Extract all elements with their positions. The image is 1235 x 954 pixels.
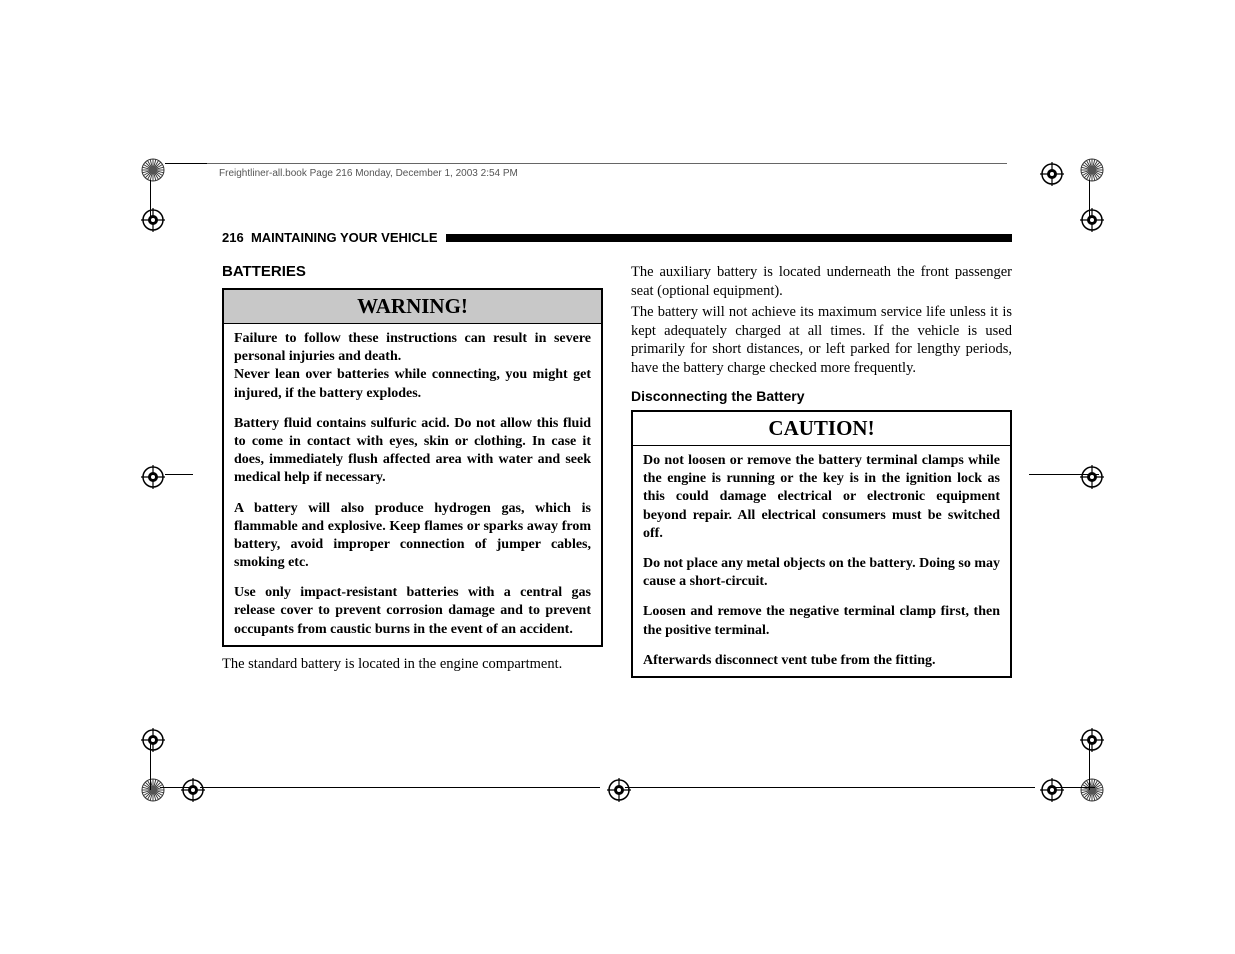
warning-para: A battery will also produce hydrogen gas… [234,500,591,573]
sunburst-mark [141,778,165,802]
caution-para: Loosen and remove the negative terminal … [643,603,1000,639]
sunburst-mark [1080,778,1104,802]
page-content: 216 MAINTAINING YOUR VEHICLE BATTERIES W… [222,230,1012,686]
warning-body: Failure to follow these instructions can… [224,324,601,645]
body-text: The standard battery is located in the e… [222,655,603,674]
sunburst-mark [141,158,165,182]
caution-para: Afterwards disconnect vent tube from the… [643,652,1000,670]
target-mark [181,778,205,802]
crop-line [200,787,600,788]
target-mark [141,465,165,489]
crop-line [1029,474,1099,475]
warning-para: Battery fluid contains sulfuric acid. Do… [234,415,591,488]
crop-line [150,180,151,220]
crop-line [165,474,193,475]
section-name: MAINTAINING YOUR VEHICLE [251,230,438,245]
left-column: BATTERIES WARNING! Failure to follow the… [222,263,603,686]
running-header: 216 MAINTAINING YOUR VEHICLE [222,230,1012,245]
two-column-layout: BATTERIES WARNING! Failure to follow the… [222,263,1012,686]
right-column: The auxiliary battery is located underne… [631,263,1012,686]
warning-box: WARNING! Failure to follow these instruc… [222,288,603,647]
warning-para: Failure to follow these instructions can… [234,330,591,403]
target-mark [1080,728,1104,752]
body-text: The battery will not achieve its maximum… [631,303,1012,378]
target-mark [141,208,165,232]
crop-line [625,787,1035,788]
target-mark [1040,162,1064,186]
target-mark [607,778,631,802]
book-header-text: Freightliner-all.book Page 216 Monday, D… [219,168,518,179]
target-mark [1040,778,1064,802]
crop-line [150,740,151,790]
body-text: The auxiliary battery is located underne… [631,263,1012,301]
disconnecting-title: Disconnecting the Battery [631,388,1012,404]
crop-line [160,787,195,788]
sunburst-mark [1080,158,1104,182]
target-mark [141,728,165,752]
crop-line [165,163,207,164]
header-black-bar [446,234,1012,242]
batteries-title: BATTERIES [222,263,603,280]
crop-line [1089,180,1090,220]
warning-header: WARNING! [224,290,601,324]
crop-line [1089,740,1090,790]
caution-header: CAUTION! [633,412,1010,446]
page-number: 216 [222,230,244,245]
page-number-section: 216 MAINTAINING YOUR VEHICLE [222,230,438,245]
target-mark [1080,465,1104,489]
target-mark [1080,208,1104,232]
caution-para: Do not place any metal objects on the ba… [643,555,1000,591]
header-rule [207,163,1007,164]
crop-line [1055,787,1095,788]
caution-body: Do not loosen or remove the battery term… [633,446,1010,676]
caution-para: Do not loosen or remove the battery term… [643,452,1000,543]
warning-para: Use only impact-resistant batteries with… [234,584,591,639]
caution-box: CAUTION! Do not loosen or remove the bat… [631,410,1012,678]
